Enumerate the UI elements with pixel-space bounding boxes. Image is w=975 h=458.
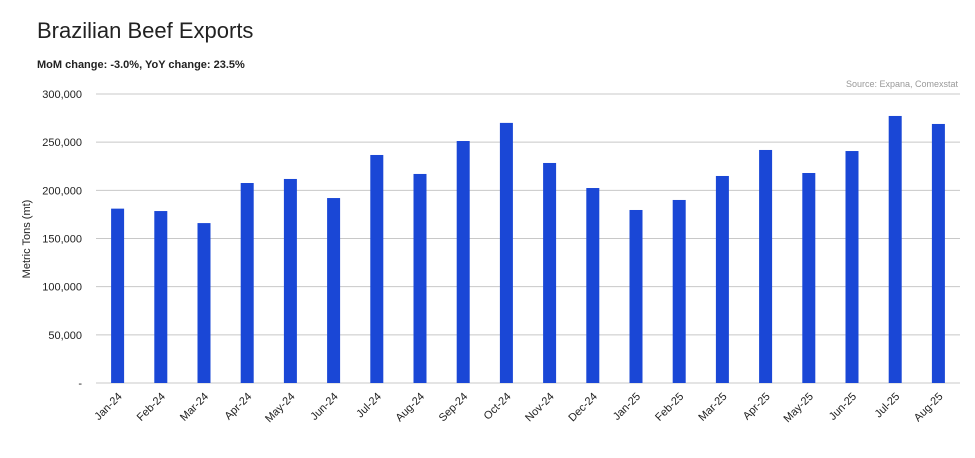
y-tick-label: 100,000 <box>42 282 82 294</box>
x-tick-label: Jun-25 <box>827 391 859 423</box>
x-tick-label: Feb-24 <box>135 391 168 424</box>
bar <box>499 122 513 384</box>
chart-subtitle: MoM change: -3.0%, YoY change: 23.5% <box>37 59 245 71</box>
x-tick-label: Aug-24 <box>394 391 428 425</box>
x-tick-label: Nov-24 <box>523 391 557 425</box>
bar <box>629 209 643 383</box>
y-tick-label: 200,000 <box>42 185 82 197</box>
bar <box>327 198 341 383</box>
x-tick-label: May-25 <box>781 391 815 425</box>
bar <box>759 149 773 383</box>
bar <box>715 175 729 383</box>
x-tick-label: Jan-25 <box>611 391 643 423</box>
x-tick-label: Sep-24 <box>437 391 471 425</box>
bar <box>931 123 945 384</box>
bar <box>413 173 427 383</box>
bar <box>111 208 125 383</box>
y-tick-label: 50,000 <box>48 330 82 342</box>
bar <box>154 211 168 383</box>
bar <box>197 223 211 383</box>
x-tick-label: Jun-24 <box>308 391 340 423</box>
bar <box>543 162 557 383</box>
y-tick-label: 250,000 <box>42 137 82 149</box>
bar <box>240 183 254 383</box>
x-tick-label: Dec-24 <box>566 391 600 425</box>
bar <box>888 115 902 384</box>
x-tick-label: Mar-25 <box>696 391 729 424</box>
x-tick-label: Jul-24 <box>354 391 384 421</box>
y-tick-label: - <box>78 378 82 390</box>
x-tick-label: Oct-24 <box>482 391 514 423</box>
bar <box>586 188 600 383</box>
bar <box>456 141 470 383</box>
x-tick-label: Aug-25 <box>912 391 946 425</box>
bar <box>845 151 859 383</box>
chart-title: Brazilian Beef Exports <box>37 18 253 43</box>
x-tick-label: May-24 <box>263 391 297 425</box>
bar <box>283 178 297 383</box>
x-tick-label: Jul-25 <box>873 391 903 421</box>
bar <box>802 172 816 383</box>
y-tick-label: 150,000 <box>42 234 82 246</box>
y-axis-label: Metric Tons (mt) <box>21 200 33 279</box>
x-tick-label: Feb-25 <box>653 391 686 424</box>
y-tick-label: 300,000 <box>42 89 82 101</box>
bar <box>370 154 384 383</box>
source-note: Source: Expana, Comexstat <box>846 79 959 89</box>
x-tick-label: Apr-24 <box>222 391 254 423</box>
x-tick-label: Jan-24 <box>92 391 124 423</box>
x-tick-label: Apr-25 <box>741 391 773 423</box>
x-tick-label: Mar-24 <box>178 391 211 424</box>
bar <box>672 199 686 383</box>
